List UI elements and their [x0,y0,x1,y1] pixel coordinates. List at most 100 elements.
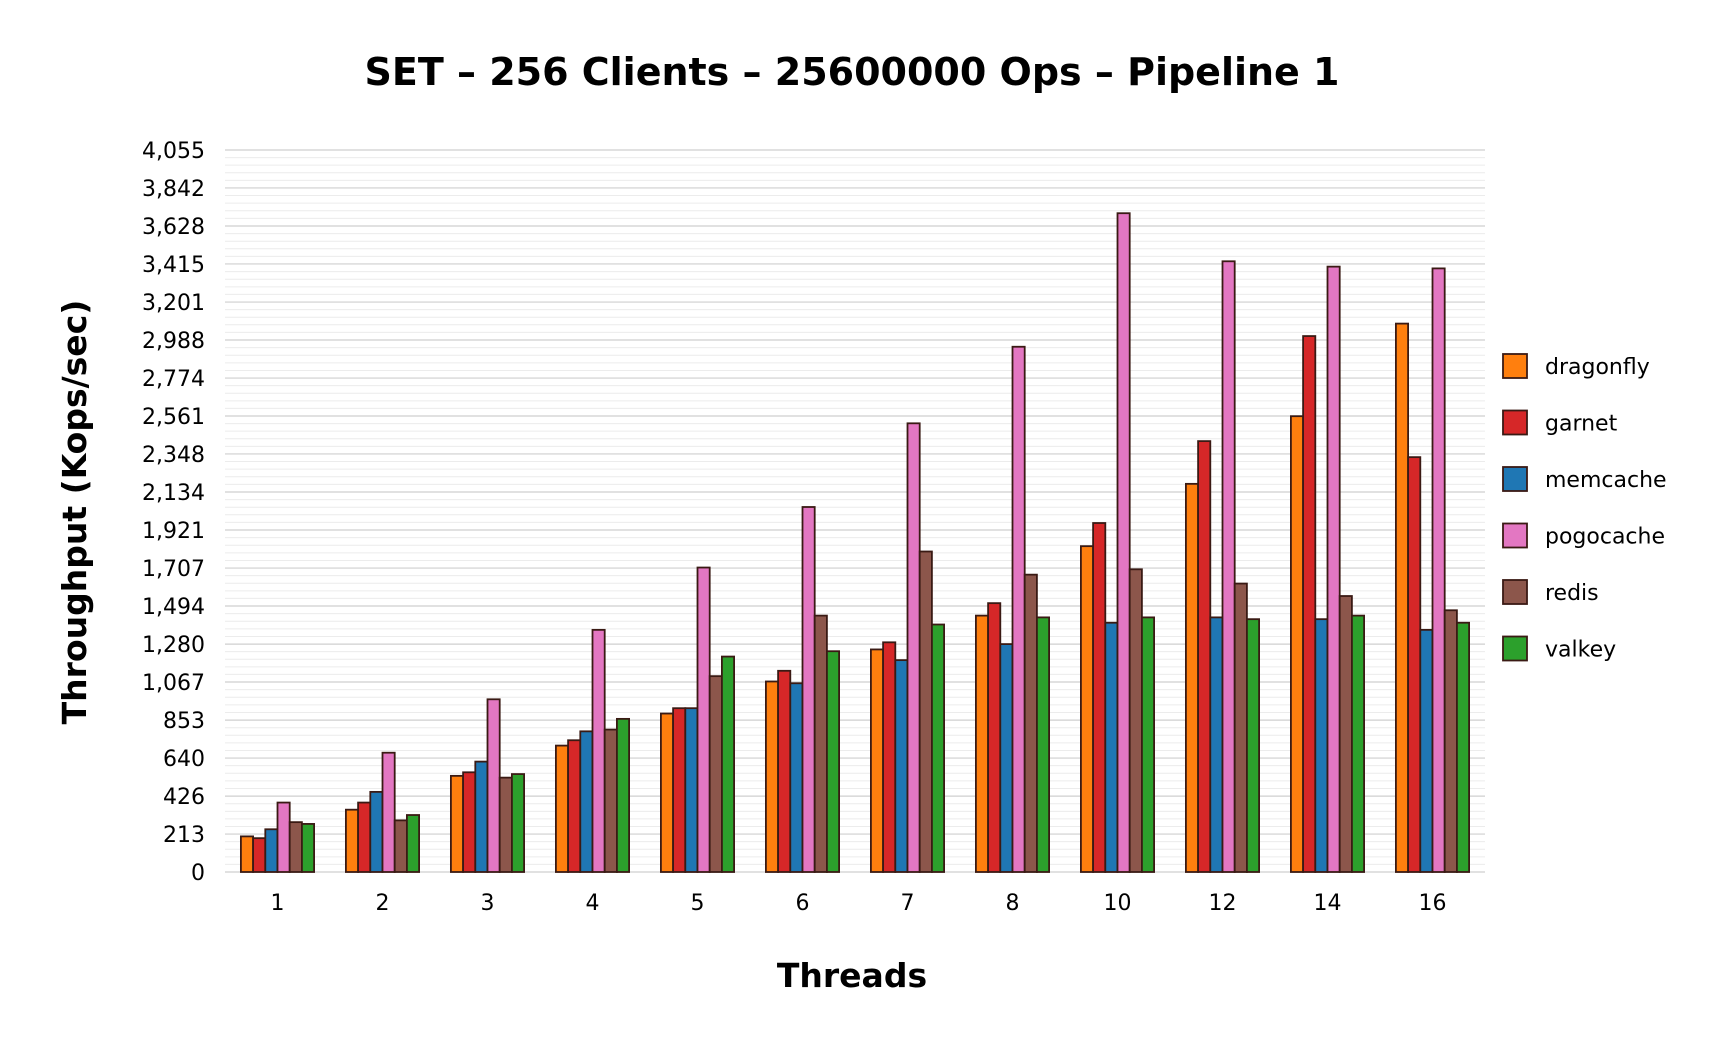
legend-swatch-valkey [1502,635,1528,662]
bar-redis-3 [498,776,513,873]
bar-dragonfly-7 [870,648,885,873]
bar-redis-2 [393,819,408,873]
bar-memcache-16 [1419,628,1434,873]
bar-memcache-1 [264,828,279,873]
x-tick-label: 14 [1314,891,1342,916]
legend-label-dragonfly: dragonfly [1545,355,1650,380]
bar-pogocache-6 [801,506,816,873]
y-tick-label: 2,561 [142,405,205,430]
legend-swatch-pogocache [1502,522,1528,549]
bar-memcache-2 [369,790,384,873]
x-tick-label: 1 [271,891,285,916]
bar-pogocache-7 [906,422,921,873]
y-tick-label: 1,707 [142,557,205,582]
bar-memcache-3 [474,760,489,873]
bar-memcache-12 [1209,616,1224,873]
bar-dragonfly-14 [1290,415,1305,873]
bar-redis-6 [813,614,828,873]
bar-pogocache-1 [276,801,291,873]
bar-redis-14 [1338,595,1353,873]
x-tick-label: 5 [691,891,705,916]
x-tick-label: 8 [1006,891,1020,916]
bar-pogocache-16 [1431,267,1446,873]
bar-redis-4 [603,728,618,873]
bar-dragonfly-12 [1185,482,1200,873]
bar-memcache-6 [789,682,804,873]
legend-swatch-memcache [1502,466,1528,492]
y-tick-label: 1,494 [142,595,205,620]
bar-garnet-2 [357,801,372,873]
bar-valkey-4 [616,717,631,873]
chart-title: SET – 256 Clients – 25600000 Ops – Pipel… [365,50,1340,94]
bar-valkey-1 [300,823,315,873]
bar-redis-10 [1128,568,1143,873]
bar-garnet-5 [672,707,687,873]
y-tick-label: 1,067 [142,671,205,696]
y-tick-label: 1,280 [142,633,205,658]
bar-dragonfly-5 [660,712,675,873]
bar-valkey-7 [931,623,946,873]
bar-pogocache-14 [1326,265,1341,873]
bar-dragonfly-16 [1395,322,1410,873]
bar-redis-16 [1443,609,1458,873]
y-tick-label: 2,348 [142,443,205,468]
x-tick-label: 4 [586,891,600,916]
bar-dragonfly-3 [449,774,464,873]
bar-memcache-7 [894,659,909,873]
bar-valkey-14 [1351,614,1366,873]
bar-memcache-8 [999,643,1014,873]
bar-redis-5 [708,675,723,873]
bar-dragonfly-10 [1080,545,1095,873]
bar-valkey-12 [1246,618,1261,873]
legend-swatch-redis [1502,579,1528,605]
bar-redis-12 [1233,582,1248,873]
bar-memcache-14 [1314,618,1329,873]
bar-valkey-10 [1141,616,1156,873]
y-tick-label: 3,628 [142,215,205,240]
bar-redis-7 [918,550,933,873]
bars [239,212,1471,873]
y-tick-label: 3,842 [142,177,205,202]
bar-redis-1 [288,821,303,873]
y-tick-label: 426 [163,785,205,810]
y-tick-label: 3,415 [142,253,205,278]
legend-swatch-garnet [1502,409,1528,436]
y-tick-label: 2,774 [142,367,205,392]
y-tick-label: 2,134 [142,481,205,506]
bar-pogocache-2 [381,751,396,873]
bar-memcache-5 [684,707,699,873]
bar-garnet-12 [1197,440,1212,873]
bar-pogocache-4 [591,628,606,873]
bar-dragonfly-2 [344,808,359,873]
legend-swatch-dragonfly [1502,353,1528,379]
bar-memcache-4 [579,730,594,873]
y-tick-label: 640 [163,747,205,772]
x-tick-label: 12 [1209,891,1237,916]
bar-pogocache-8 [1011,345,1026,873]
y-tick-label: 853 [163,709,205,734]
bar-garnet-10 [1092,522,1107,873]
bar-garnet-8 [987,602,1002,873]
y-tick-label: 213 [163,823,205,848]
bar-valkey-16 [1456,621,1471,873]
x-axis-ticks: 1 2 3 4 5 6 7 8 10 12 14 16 [271,891,1447,916]
x-axis-label: Threads [777,956,927,995]
y-tick-label: 2,988 [142,329,205,354]
bar-redis-8 [1023,573,1038,873]
legend-label-valkey: valkey [1545,638,1616,663]
bar-dragonfly-1 [239,835,254,873]
legend-label-garnet: garnet [1545,412,1618,437]
bar-valkey-2 [405,814,420,873]
bar-memcache-10 [1104,621,1119,873]
bar-pogocache-5 [696,566,711,873]
bar-garnet-3 [462,771,477,873]
bar-valkey-3 [510,773,525,873]
bar-pogocache-3 [486,698,501,873]
x-tick-label: 7 [901,891,915,916]
x-tick-label: 6 [796,891,810,916]
y-tick-label: 0 [191,861,205,886]
bar-valkey-5 [721,655,736,873]
bar-dragonfly-8 [975,614,990,873]
